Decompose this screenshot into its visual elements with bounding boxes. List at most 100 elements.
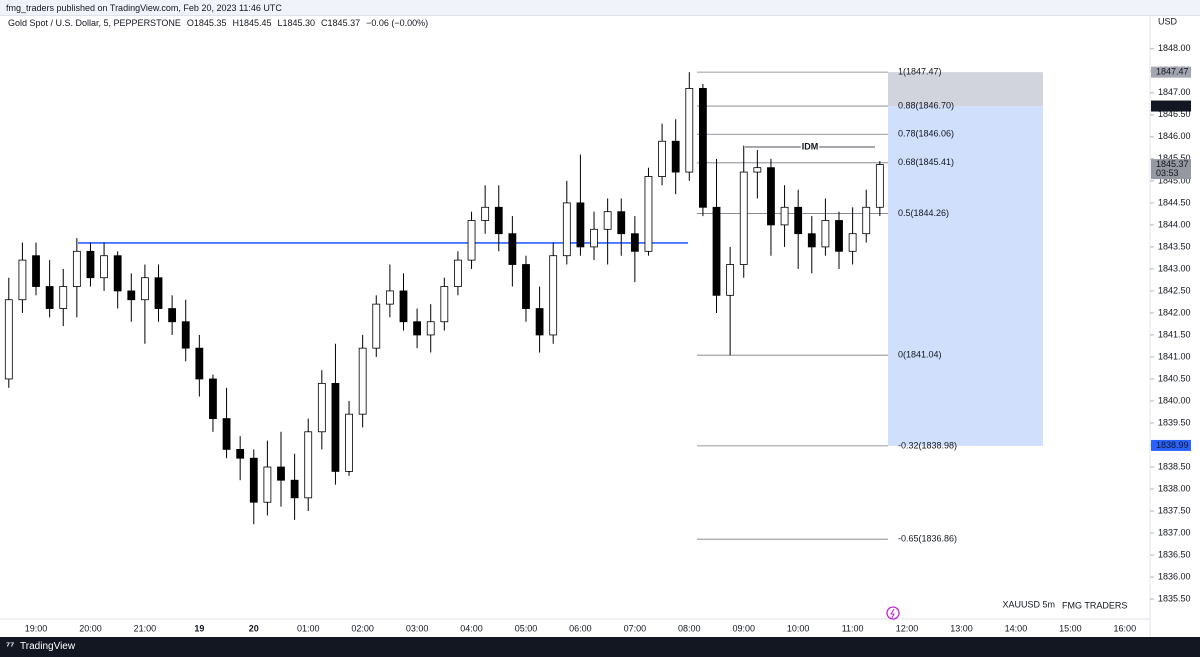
price-tag-label: 1845.37 xyxy=(1156,159,1189,169)
x-tick-label: 03:00 xyxy=(406,623,429,633)
y-tick-label: 1846.50 xyxy=(1158,109,1191,119)
y-tick-label: 1842.00 xyxy=(1158,307,1191,317)
price-tag-bg xyxy=(1151,100,1191,112)
candle-body xyxy=(658,140,666,177)
y-tick-label: 1843.50 xyxy=(1158,241,1191,251)
replay-icon-bolt xyxy=(890,608,895,619)
candle-body xyxy=(535,308,544,336)
chart-title: Gold Spot / U.S. Dollar, 5, PEPPERSTONE xyxy=(8,18,181,28)
x-tick-label: 11:00 xyxy=(842,623,864,633)
candle-body xyxy=(290,479,299,499)
chart: 1835.50 1836.00 1836.50 1837.00 1837.50 1838.… xyxy=(0,16,1191,637)
footer-bar: ⁷⁷ TradingView xyxy=(0,637,1200,657)
x-tick-label: 10:00 xyxy=(787,623,810,633)
y-tick-label: 1844.00 xyxy=(1158,219,1191,229)
x-tick-label: 21:00 xyxy=(134,623,157,633)
candle-body xyxy=(277,466,285,481)
candle-body xyxy=(236,449,245,459)
candle-body xyxy=(767,167,775,226)
y-tick-label: 1845.00 xyxy=(1158,175,1191,185)
candle-body xyxy=(875,164,884,208)
candle-body xyxy=(181,321,190,349)
candle-body xyxy=(154,277,163,309)
candle-body xyxy=(494,206,503,235)
candle-body xyxy=(372,303,381,349)
y-tick-label: 1838.00 xyxy=(1158,483,1191,493)
x-tick-label: 19:00 xyxy=(25,623,48,633)
candle-body xyxy=(821,220,830,248)
y-tick-label: 1836.50 xyxy=(1158,549,1191,559)
x-tick-label: 05:00 xyxy=(515,623,538,633)
candle-body xyxy=(86,250,95,279)
x-tick-label: 20 xyxy=(249,623,259,633)
candle-body xyxy=(168,308,177,323)
price-tag-bg xyxy=(1151,66,1191,78)
candle-body xyxy=(45,286,54,309)
y-tick-label: 1845.50 xyxy=(1158,153,1191,163)
y-tick-label: 1840.00 xyxy=(1158,395,1191,405)
x-tick-label: 04:00 xyxy=(460,623,483,633)
price-tag-label: 1838.99 xyxy=(1156,440,1189,450)
candle-body xyxy=(263,466,272,503)
x-tick-label: 09:00 xyxy=(732,623,755,633)
zone xyxy=(888,106,1043,446)
x-tick-label: 13:00 xyxy=(950,623,973,633)
fib-label: 1(1847.47) xyxy=(898,67,942,77)
candle-body xyxy=(413,321,422,336)
candle-body xyxy=(72,250,81,287)
y-axis-label: USD xyxy=(1158,16,1178,26)
candle-body xyxy=(113,255,122,292)
ohlc-value: C1845.37 xyxy=(321,18,360,28)
y-tick-label: 1840.50 xyxy=(1158,373,1191,383)
fib-label: -0.32(1838.98) xyxy=(898,440,957,450)
candle-body xyxy=(385,290,394,305)
candle-body xyxy=(59,286,68,309)
candle-body xyxy=(195,347,204,380)
y-tick-label: 1848.00 xyxy=(1158,43,1191,53)
y-tick-label: 1841.50 xyxy=(1158,329,1191,339)
y-tick-label: 1841.00 xyxy=(1158,351,1191,361)
candle-body xyxy=(522,264,530,309)
watermark: XAUUSD 5m xyxy=(1002,599,1055,609)
candle-body xyxy=(345,413,353,472)
price-tag-sub: 03:53 xyxy=(1156,168,1179,178)
x-tick-label: 15:00 xyxy=(1059,623,1082,633)
candle-body xyxy=(739,171,748,265)
candle-body xyxy=(794,206,803,235)
candle-body xyxy=(549,255,558,336)
replay-icon xyxy=(886,606,900,620)
candle-body xyxy=(440,286,449,323)
candle-body xyxy=(753,167,762,173)
fib-label: 0.5(1844.26) xyxy=(898,208,949,218)
candle-body xyxy=(426,321,435,336)
y-tick-label: 1844.50 xyxy=(1158,197,1191,207)
fib-label: 0.78(1846.06) xyxy=(898,129,954,139)
y-tick-label: 1835.50 xyxy=(1158,593,1191,603)
candle-body xyxy=(4,299,13,380)
candle-body xyxy=(467,220,476,261)
ohlc-value: −0.06 (−0.00%) xyxy=(366,18,428,28)
candle-body xyxy=(617,211,626,235)
brand: FMG TRADERS xyxy=(1062,600,1127,610)
y-tick-label: 1842.50 xyxy=(1158,285,1191,295)
x-tick-label: 12:00 xyxy=(896,623,919,633)
chart-legend: Gold Spot / U.S. Dollar, 5, PEPPERSTONE O… xyxy=(8,18,428,28)
candle-body xyxy=(780,206,789,226)
ohlc-value: L1845.30 xyxy=(278,18,316,28)
x-tick-label: 14:00 xyxy=(1005,623,1028,633)
x-tick-label: 19 xyxy=(194,623,204,633)
y-tick-label: 1839.50 xyxy=(1158,417,1191,427)
x-tick-label: 20:00 xyxy=(79,623,102,633)
candle-body xyxy=(249,457,258,503)
price-tag-bg xyxy=(1151,159,1191,180)
x-tick-label: 02:00 xyxy=(351,623,374,633)
y-tick-label: 1843.00 xyxy=(1158,263,1191,273)
candle-body xyxy=(209,378,217,419)
ohlc-value: H1845.45 xyxy=(232,18,271,28)
candle-body xyxy=(603,211,612,230)
fib-label: 0(1841.04) xyxy=(898,350,942,360)
candle-body xyxy=(317,382,326,433)
price-tag-bg xyxy=(1151,439,1191,451)
candle-body xyxy=(331,382,340,472)
